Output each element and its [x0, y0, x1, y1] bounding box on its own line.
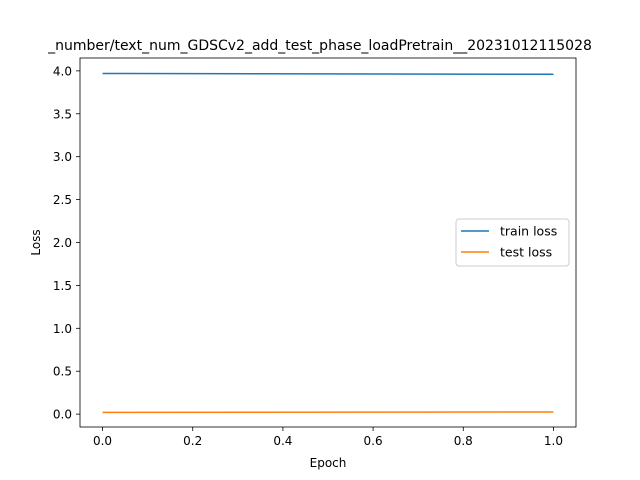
y-tick-label: 4.0 — [53, 64, 72, 78]
y-tick-label: 3.0 — [53, 150, 72, 164]
y-tick-label: 0.5 — [53, 365, 72, 379]
y-tick-label: 1.5 — [53, 279, 72, 293]
x-axis: 0.0 0.2 0.4 0.6 0.8 1.0 — [93, 427, 563, 448]
x-tick-label: 0.4 — [273, 434, 292, 448]
y-axis-label: Loss — [29, 229, 43, 255]
x-axis-label: Epoch — [310, 456, 347, 470]
plot-area — [102, 72, 554, 414]
x-tick-label: 0.0 — [93, 434, 112, 448]
y-tick-label: 0.0 — [53, 408, 72, 422]
y-tick-label: 1.0 — [53, 322, 72, 336]
chart-title: _number/text_num_GDSCv2_add_test_phase_l… — [47, 38, 592, 54]
legend: train loss test loss — [455, 218, 570, 267]
x-tick-label: 1.0 — [544, 434, 563, 448]
legend-entry: train loss — [500, 224, 557, 239]
y-tick-label: 3.5 — [53, 107, 72, 121]
x-tick-label: 0.6 — [364, 434, 383, 448]
y-axis: 0.0 0.5 1.0 1.5 2.0 2.5 3.0 3.5 4.0 — [53, 64, 80, 422]
y-tick-label: 2.0 — [53, 236, 72, 250]
y-tick-label: 2.5 — [53, 193, 72, 207]
x-tick-label: 0.8 — [454, 434, 473, 448]
series-line-train-loss — [102, 72, 554, 76]
x-tick-label: 0.2 — [183, 434, 202, 448]
legend-entry: test loss — [500, 245, 552, 260]
